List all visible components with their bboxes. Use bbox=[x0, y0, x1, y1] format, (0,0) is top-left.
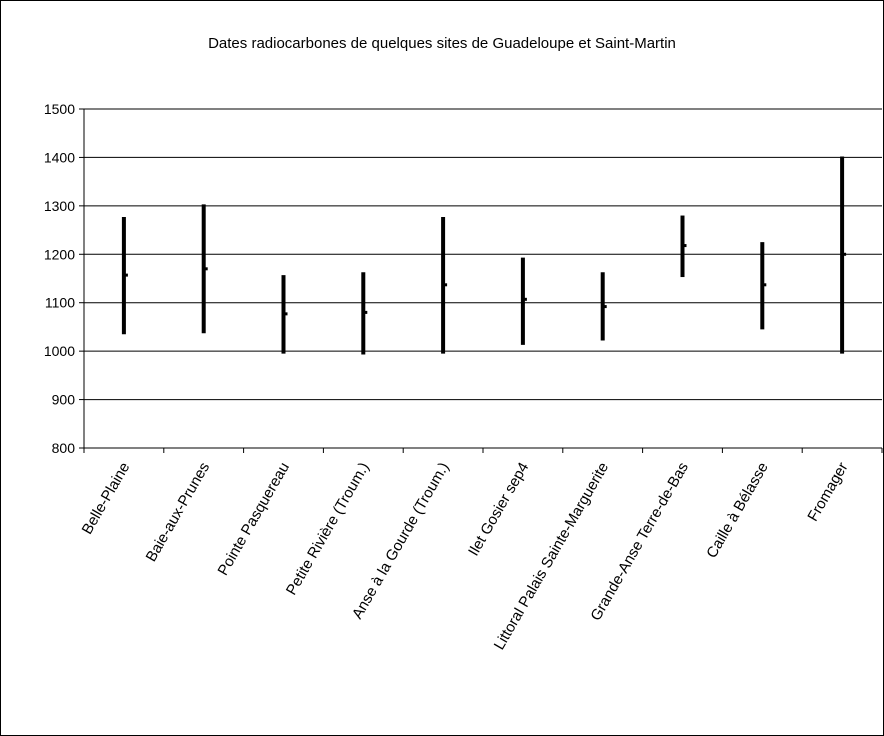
midpoint-marker bbox=[843, 252, 847, 256]
midpoint-marker bbox=[364, 310, 368, 314]
y-tick-label: 800 bbox=[52, 440, 76, 456]
y-tick-label: 1200 bbox=[44, 246, 75, 262]
y-tick-label: 1500 bbox=[44, 101, 75, 117]
x-category-label: Anse à la Gourde (Troum.) bbox=[349, 459, 453, 622]
midpoint-marker bbox=[444, 283, 448, 287]
midpoint-marker bbox=[284, 312, 288, 316]
midpoint-marker bbox=[763, 283, 767, 287]
midpoint-marker bbox=[603, 305, 607, 309]
mark-layer bbox=[121, 156, 847, 355]
x-category-label: Caille à Bélasse bbox=[703, 460, 772, 562]
y-tick-label: 1100 bbox=[45, 295, 75, 311]
x-category-label: Pointe Pasquereau bbox=[214, 460, 293, 579]
label-layer: Belle-Plaine Baie-aux-Prunes Pointe Pasque… bbox=[79, 459, 852, 652]
y-tick-label: 1400 bbox=[44, 149, 75, 165]
y-tick-label: 900 bbox=[52, 392, 76, 408]
x-category-label: Grande-Anse Terre-de-Bas bbox=[587, 460, 692, 624]
x-category-label: Fromager bbox=[804, 460, 851, 525]
x-category-label: Baie-aux-Prunes bbox=[143, 460, 214, 565]
midpoint-marker bbox=[523, 297, 527, 301]
chart-title: Dates radiocarbones de quelques sites de… bbox=[208, 35, 676, 52]
x-category-label: Belle-Plaine bbox=[79, 460, 134, 538]
x-category-label: Petite Rivière (Troum.) bbox=[283, 460, 373, 599]
midpoint-marker bbox=[124, 273, 128, 277]
midpoint-marker bbox=[683, 244, 687, 248]
axis-layer: 800 900 1000 1100 1200 1300 1400 1500 bbox=[44, 101, 883, 456]
x-category-label: Ilet Gosier sep4 bbox=[465, 460, 532, 559]
y-tick-label: 1300 bbox=[44, 198, 75, 214]
midpoint-marker bbox=[204, 267, 208, 271]
y-tick-label: 1000 bbox=[44, 343, 75, 359]
